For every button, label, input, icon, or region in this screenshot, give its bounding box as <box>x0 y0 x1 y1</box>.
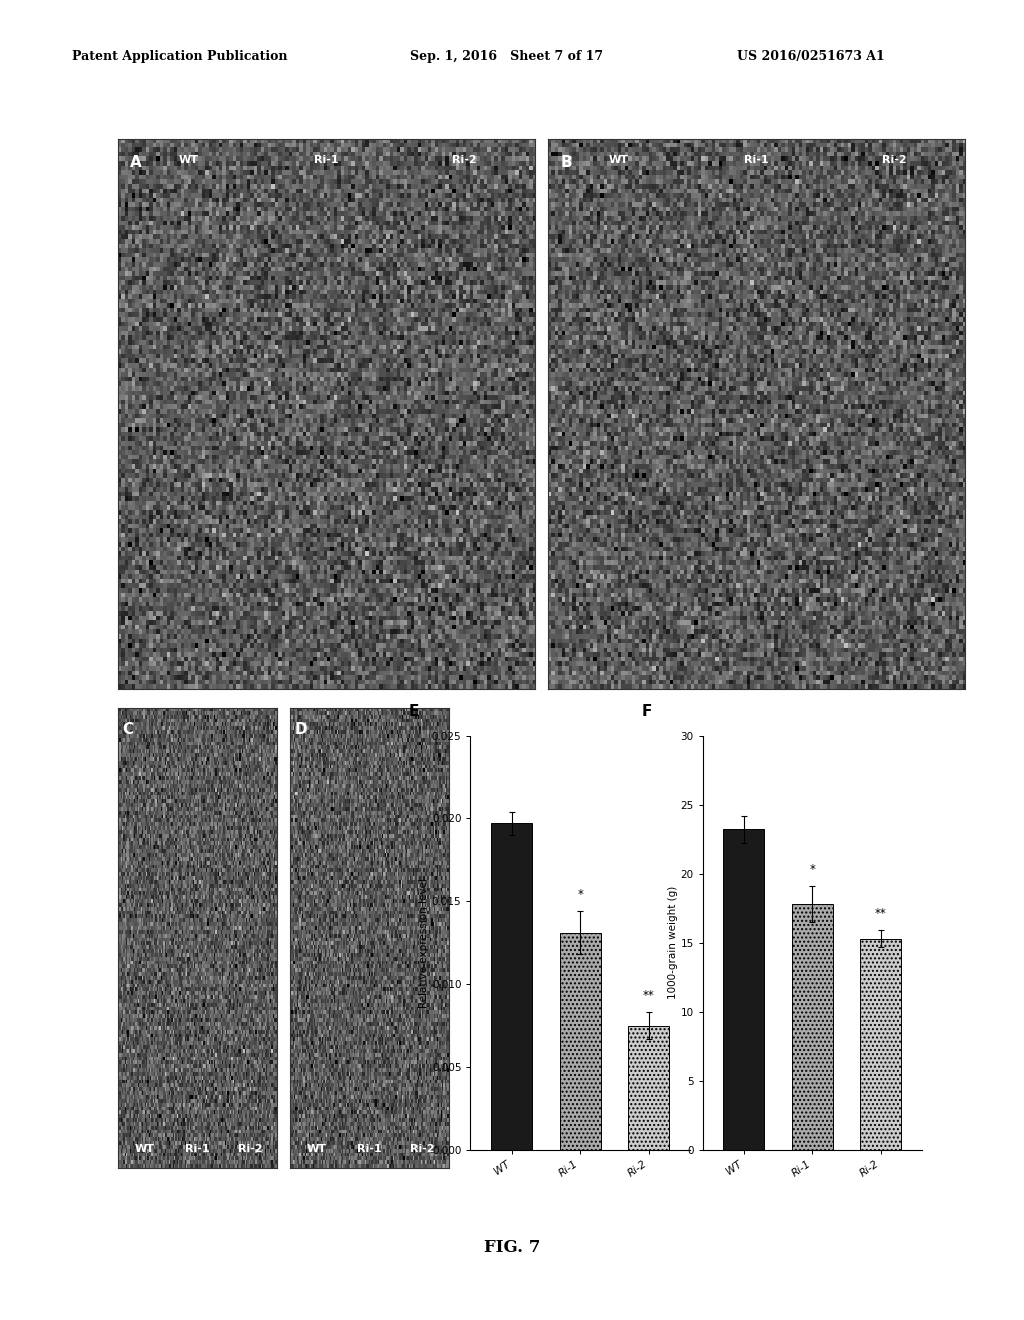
Bar <box>559 933 601 1150</box>
Text: *: * <box>578 888 583 900</box>
Text: D: D <box>295 722 307 737</box>
Text: Ri-2: Ri-2 <box>452 156 476 165</box>
Y-axis label: 1000-grain weight (g): 1000-grain weight (g) <box>668 886 678 999</box>
Y-axis label: Relative expression level: Relative expression level <box>419 878 429 1007</box>
Text: C: C <box>123 722 134 737</box>
Text: **: ** <box>643 989 654 1002</box>
Text: US 2016/0251673 A1: US 2016/0251673 A1 <box>737 50 885 63</box>
Text: Ri-1: Ri-1 <box>314 156 339 165</box>
Bar <box>628 1026 670 1150</box>
Text: Ri-1: Ri-1 <box>744 156 769 165</box>
Text: WT: WT <box>608 156 629 165</box>
Text: Ri-2: Ri-2 <box>882 156 906 165</box>
Text: Ri-1: Ri-1 <box>185 1144 210 1155</box>
Text: Sep. 1, 2016   Sheet 7 of 17: Sep. 1, 2016 Sheet 7 of 17 <box>410 50 603 63</box>
Text: Ri-1: Ri-1 <box>357 1144 382 1155</box>
Bar <box>490 824 532 1150</box>
Text: E: E <box>409 704 420 719</box>
Text: B: B <box>560 156 572 170</box>
Bar <box>792 904 833 1150</box>
Text: Patent Application Publication: Patent Application Publication <box>72 50 287 63</box>
Text: F: F <box>641 704 651 719</box>
Text: WT: WT <box>307 1144 327 1155</box>
Text: Ri-2: Ri-2 <box>410 1144 434 1155</box>
Text: Ri-2: Ri-2 <box>238 1144 262 1155</box>
Text: A: A <box>130 156 142 170</box>
Bar <box>723 829 764 1150</box>
Text: FIG. 7: FIG. 7 <box>483 1239 541 1255</box>
Bar <box>860 939 901 1150</box>
Text: *: * <box>809 863 815 875</box>
Text: WT: WT <box>135 1144 155 1155</box>
Text: **: ** <box>876 907 887 920</box>
Text: WT: WT <box>178 156 199 165</box>
